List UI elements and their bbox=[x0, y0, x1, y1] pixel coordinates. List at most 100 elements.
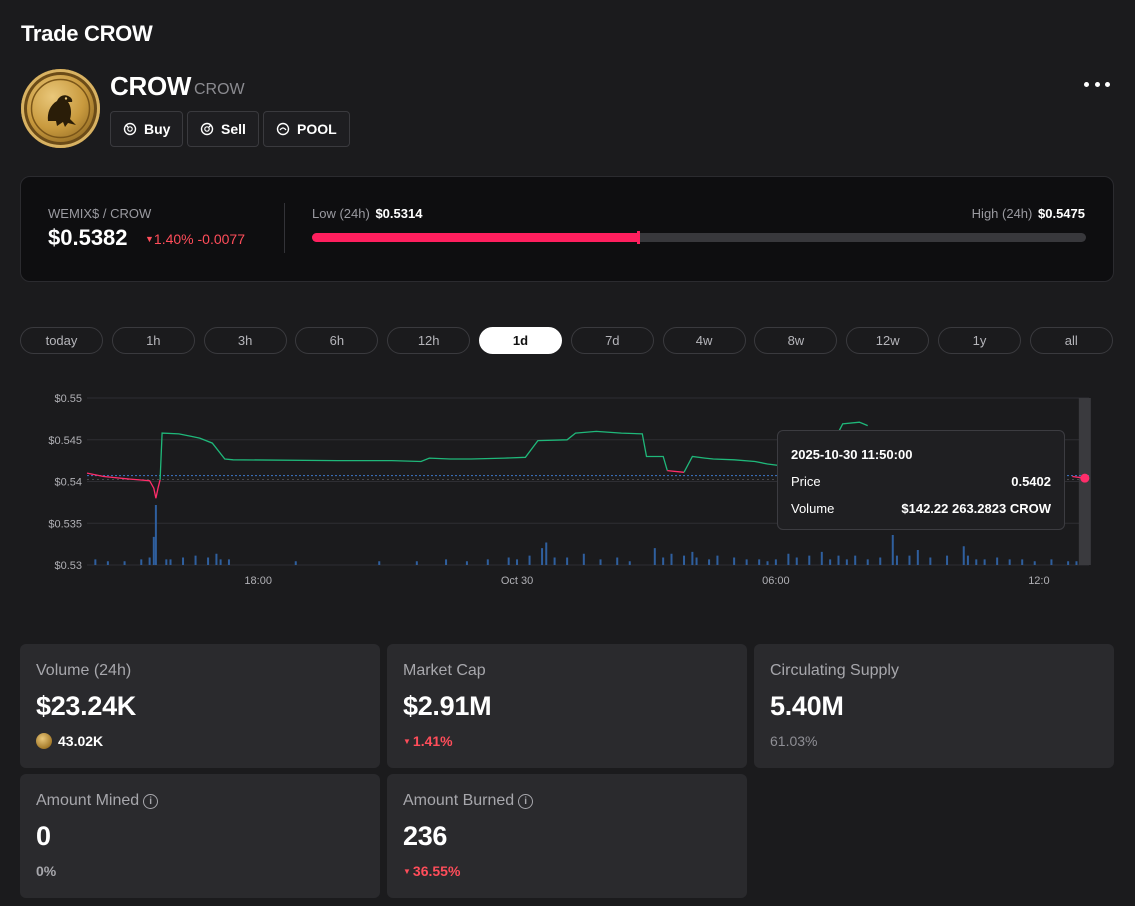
volume-bar bbox=[465, 561, 468, 565]
tab-3h[interactable]: 3h bbox=[203, 327, 287, 354]
stat-value: 236 bbox=[403, 821, 448, 851]
stat-sub-value: 1.41% bbox=[412, 733, 453, 749]
volume-bar bbox=[662, 557, 665, 565]
stat-amount-mined: Amount Mined i 0 0% bbox=[20, 774, 380, 898]
volume-bar bbox=[891, 535, 894, 565]
volume-bar bbox=[808, 555, 811, 565]
tab-12w[interactable]: 12w bbox=[846, 327, 930, 354]
volume-bar bbox=[148, 557, 151, 565]
volume-bar bbox=[154, 505, 157, 565]
tab-8w[interactable]: 8w bbox=[754, 327, 838, 354]
tooltip-price-label: Price bbox=[791, 474, 821, 489]
stat-volume: Volume (24h) $23.24K 43.02K bbox=[20, 644, 380, 768]
tab-6h[interactable]: 6h bbox=[295, 327, 379, 354]
price-change: ▼1.40% -0.0077 bbox=[145, 231, 245, 247]
last-price-point bbox=[1080, 473, 1090, 483]
volume-bar bbox=[507, 557, 510, 565]
tab-7d[interactable]: 7d bbox=[570, 327, 654, 354]
volume-bar bbox=[553, 557, 556, 565]
y-tick-label: $0.54 bbox=[54, 477, 82, 489]
volume-bar bbox=[1033, 561, 1036, 565]
volume-bar bbox=[194, 555, 197, 565]
info-icon[interactable]: i bbox=[143, 793, 159, 809]
volume-bar bbox=[541, 548, 544, 565]
volume-bar bbox=[1021, 559, 1024, 565]
sell-icon bbox=[200, 122, 214, 136]
volume-bar bbox=[1008, 559, 1011, 565]
volume-bar bbox=[599, 559, 602, 565]
volume-bar bbox=[445, 559, 448, 565]
volume-bar bbox=[733, 557, 736, 565]
volume-bar bbox=[616, 557, 619, 565]
tooltip-volume-value: $142.22 263.2823 CROW bbox=[901, 501, 1051, 516]
low-24h: Low (24h) $0.5314 bbox=[312, 206, 422, 221]
more-options-icon[interactable] bbox=[1084, 82, 1110, 90]
volume-bar bbox=[946, 555, 949, 565]
volume-bar bbox=[895, 555, 898, 565]
tab-4w[interactable]: 4w bbox=[662, 327, 746, 354]
pool-icon bbox=[276, 122, 290, 136]
volume-bar bbox=[1075, 561, 1078, 565]
volume-bar bbox=[294, 561, 297, 565]
y-tick-label: $0.55 bbox=[54, 393, 82, 405]
volume-bar bbox=[716, 555, 719, 565]
chart-tooltip: 2025-10-30 11:50:00 Price 0.5402 Volume … bbox=[777, 430, 1065, 530]
tab-12h[interactable]: 12h bbox=[387, 327, 471, 354]
low-label: Low (24h) bbox=[312, 206, 370, 221]
volume-bar bbox=[182, 557, 185, 565]
stat-value: 5.40M bbox=[770, 691, 844, 721]
high-24h: High (24h) $0.5475 bbox=[972, 206, 1085, 221]
sell-button[interactable]: Sell bbox=[187, 111, 259, 147]
tab-1d[interactable]: 1d bbox=[479, 327, 562, 354]
volume-bar bbox=[774, 559, 777, 565]
tab-all[interactable]: all bbox=[1029, 327, 1113, 354]
volume-bar bbox=[215, 553, 218, 565]
volume-bar bbox=[916, 550, 919, 565]
stat-sub: 0% bbox=[36, 863, 57, 879]
volume-bar bbox=[1067, 561, 1070, 565]
stat-amount-burned: Amount Burned i 236 ▼ 36.55% bbox=[387, 774, 747, 898]
volume-bar bbox=[545, 542, 548, 565]
token-symbol: CROW bbox=[194, 81, 245, 98]
info-icon[interactable]: i bbox=[518, 793, 534, 809]
buy-button[interactable]: Buy bbox=[110, 111, 184, 147]
volume-bar bbox=[983, 559, 986, 565]
volume-bar bbox=[879, 557, 882, 565]
volume-bar bbox=[829, 559, 832, 565]
tab-today[interactable]: today bbox=[20, 327, 103, 354]
volume-bar bbox=[528, 555, 531, 565]
tab-1y[interactable]: 1y bbox=[938, 327, 1021, 354]
tab-1h[interactable]: 1h bbox=[111, 327, 195, 354]
pool-button[interactable]: POOL bbox=[263, 111, 350, 147]
stat-sub-value: 36.55% bbox=[412, 863, 461, 879]
price-line-segment bbox=[667, 469, 685, 473]
x-tick-label: 18:00 bbox=[244, 575, 272, 587]
down-arrow-icon: ▼ bbox=[145, 234, 154, 244]
volume-bar bbox=[929, 557, 932, 565]
token-logo bbox=[21, 69, 100, 148]
volume-bar bbox=[766, 561, 769, 565]
tooltip-price-row: Price 0.5402 bbox=[791, 474, 1051, 489]
price-line-segment bbox=[159, 430, 668, 480]
volume-bar bbox=[486, 559, 489, 565]
volume-bar bbox=[845, 559, 848, 565]
stat-sub-value: 43.02K bbox=[58, 733, 104, 749]
volume-bar bbox=[691, 551, 694, 565]
stat-label: Market Cap bbox=[403, 662, 486, 679]
tooltip-time: 2025-10-30 11:50:00 bbox=[791, 447, 913, 462]
volume-bar bbox=[962, 546, 965, 565]
stat-label: Amount Mined bbox=[36, 792, 140, 809]
y-tick-label: $0.535 bbox=[48, 518, 82, 530]
volume-bar bbox=[866, 559, 869, 565]
stat-sub: 61.03% bbox=[770, 733, 818, 749]
volume-bar bbox=[378, 561, 381, 565]
stat-market-cap: Market Cap $2.91M ▼ 1.41% bbox=[387, 644, 747, 768]
volume-bar bbox=[152, 536, 155, 565]
volume-bar bbox=[695, 557, 698, 565]
price-line-segment bbox=[86, 472, 161, 499]
high-label: High (24h) bbox=[971, 206, 1033, 221]
price-summary-card: WEMIX$ / CROW $0.5382 ▼1.40% -0.0077 Low… bbox=[20, 176, 1114, 282]
volume-bar bbox=[219, 559, 222, 565]
tooltip-volume-label: Volume bbox=[791, 501, 835, 516]
stat-label: Circulating Supply bbox=[770, 662, 899, 679]
